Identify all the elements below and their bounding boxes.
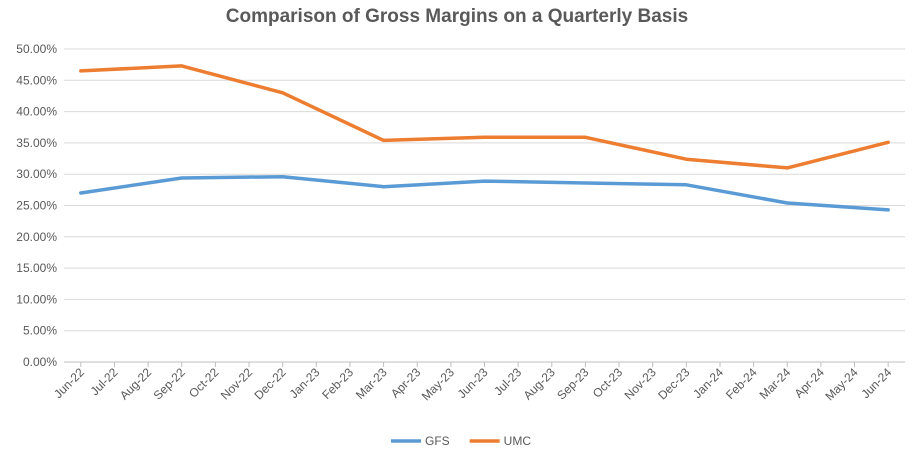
legend-label-umc: UMC — [504, 434, 532, 448]
x-tick-label: Oct-22 — [186, 365, 222, 401]
y-tick-label: 10.00% — [16, 292, 57, 306]
x-tick-label: Nov-22 — [218, 365, 255, 402]
x-tick-label: May-23 — [419, 365, 457, 403]
x-tick-label: Jul-23 — [491, 365, 524, 398]
x-axis-ticks: Jun-22 Jul-22Aug-22Sep-22Oct-22Nov-22Dec-… — [51, 362, 895, 403]
series-lines — [79, 64, 890, 212]
x-tick-label: Dec-22 — [252, 365, 289, 402]
y-tick-label: 45.00% — [16, 73, 57, 87]
x-tick-label: Aug-22 — [117, 365, 154, 402]
x-tick-label: Nov-23 — [622, 365, 659, 402]
x-tick-label: Oct-23 — [590, 365, 626, 401]
y-tick-label: 0.00% — [23, 355, 57, 369]
y-tick-label: 50.00% — [16, 42, 57, 56]
x-tick-label: Jan-23 — [287, 365, 323, 401]
chart-title: Comparison of Gross Margins on a Quarter… — [226, 6, 688, 27]
x-tick-label: Apr-23 — [388, 365, 424, 401]
legend: GFS UMC — [391, 434, 531, 448]
x-tick-label: Jun-24 — [858, 365, 894, 401]
gridlines — [64, 48, 905, 363]
y-tick-label: 30.00% — [16, 167, 57, 181]
x-tick-label: Mar-24 — [757, 365, 794, 402]
x-tick-label: Sep-23 — [554, 365, 591, 402]
x-tick-label: Apr-24 — [792, 365, 828, 401]
legend-label-gfs: GFS — [425, 434, 450, 448]
x-tick-label: Sep-22 — [151, 365, 188, 402]
x-tick-label: Dec-23 — [655, 365, 692, 402]
x-tick-label: Aug-23 — [521, 365, 558, 402]
y-axis-ticks: 0.00% 5.00% 10.00% 15.00% 20.00% 25.00% 30.00%… — [16, 42, 57, 369]
x-tick-label: Mar-23 — [353, 365, 390, 402]
y-tick-label: 25.00% — [16, 199, 57, 213]
series-line-gfs — [79, 174, 890, 212]
x-tick-label: May-24 — [822, 365, 860, 403]
y-tick-label: 35.00% — [16, 136, 57, 150]
y-tick-label: 40.00% — [16, 105, 57, 119]
x-tick-label: Jun-23 — [455, 365, 491, 401]
x-tick-label: Jan-24 — [690, 365, 726, 401]
y-tick-label: 20.00% — [16, 230, 57, 244]
x-tick-label: Jun-22 — [51, 365, 87, 401]
y-tick-label: 5.00% — [23, 324, 57, 338]
series-line-umc — [79, 64, 890, 170]
x-tick-label: Feb-24 — [723, 365, 760, 402]
x-tick-label: Jul-22 — [88, 365, 121, 398]
y-tick-label: 15.00% — [16, 261, 57, 275]
x-tick-label: Feb-23 — [319, 365, 356, 402]
